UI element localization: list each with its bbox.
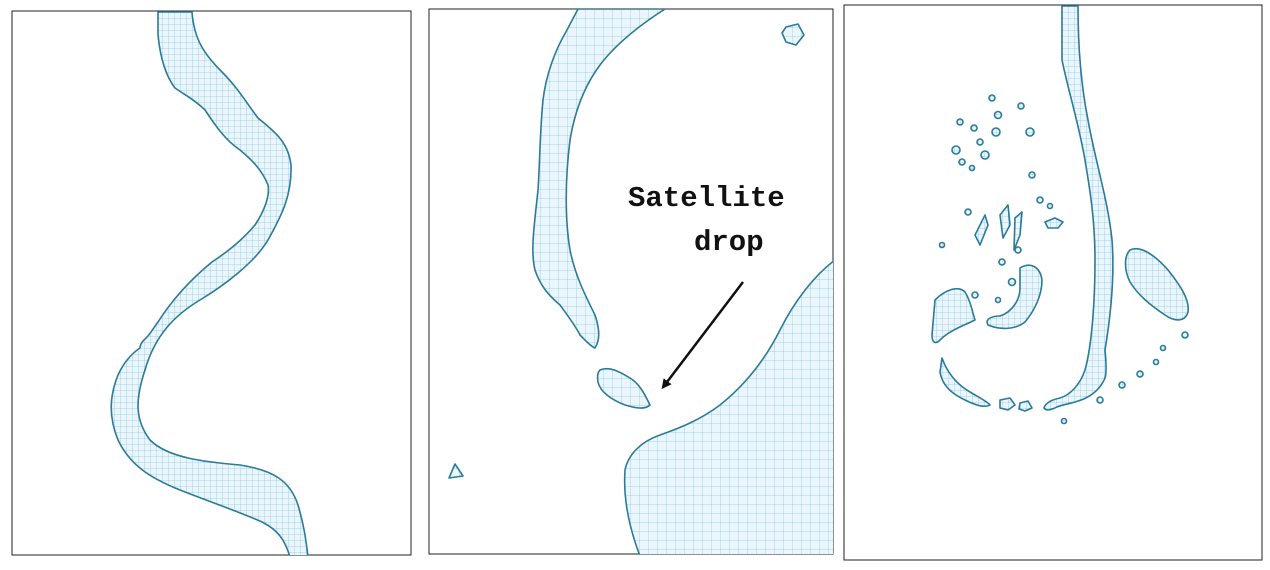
main-vertical-thread bbox=[1043, 5, 1114, 411]
fragment-1 bbox=[999, 204, 1011, 239]
side-blob-right bbox=[1124, 248, 1190, 321]
droplet-27 bbox=[1118, 381, 1126, 389]
droplet-17 bbox=[938, 241, 946, 249]
droplet-5 bbox=[970, 124, 978, 132]
meandering-fluid-thread bbox=[110, 11, 309, 555]
droplet-28 bbox=[1096, 396, 1104, 404]
small-droplet-bottom-left bbox=[448, 463, 464, 479]
droplet-19 bbox=[998, 258, 1006, 266]
fragment-3 bbox=[974, 214, 989, 246]
droplet-7 bbox=[1025, 127, 1035, 137]
droplet-26 bbox=[1136, 370, 1144, 378]
droplet-6 bbox=[991, 127, 1001, 137]
fragment-5 bbox=[999, 397, 1016, 411]
droplet-2 bbox=[1017, 102, 1025, 110]
droplet-10 bbox=[980, 150, 990, 160]
droplet-12 bbox=[968, 164, 976, 172]
cluster-blob-center bbox=[986, 264, 1043, 330]
annotation-line-2: drop bbox=[694, 226, 764, 259]
annotation-line-1: Satellite bbox=[628, 182, 785, 215]
retracting-thread-lower bbox=[623, 260, 833, 554]
droplet-16 bbox=[964, 208, 972, 216]
droplet-1 bbox=[988, 94, 996, 102]
droplet-18 bbox=[1014, 246, 1022, 254]
retracting-thread-upper bbox=[532, 9, 666, 349]
fragment-2 bbox=[1013, 211, 1023, 251]
droplet-13 bbox=[1028, 171, 1036, 179]
droplet-11 bbox=[958, 158, 966, 166]
droplet-8 bbox=[976, 138, 984, 146]
annotation-arrow bbox=[661, 281, 744, 390]
droplet-9 bbox=[951, 145, 961, 155]
fragment-4 bbox=[1044, 217, 1064, 229]
droplet-29 bbox=[1060, 417, 1068, 425]
panel-middle: Satellite drop bbox=[428, 8, 834, 555]
droplet-24 bbox=[1159, 344, 1167, 352]
lower-arc bbox=[939, 357, 991, 407]
panel-right-frame bbox=[843, 4, 1263, 561]
panel-left bbox=[11, 10, 412, 556]
panel-right bbox=[843, 4, 1263, 561]
small-droplet-top-right bbox=[781, 23, 805, 46]
droplet-25 bbox=[1152, 358, 1160, 366]
droplet-23 bbox=[1181, 331, 1189, 339]
droplet-4 bbox=[956, 118, 964, 126]
droplet-14 bbox=[1036, 196, 1044, 204]
droplet-20 bbox=[1007, 277, 1017, 287]
droplet-22 bbox=[994, 296, 1002, 304]
fragment-6 bbox=[1018, 400, 1033, 412]
droplet-21 bbox=[971, 291, 979, 299]
satellite-drop bbox=[596, 367, 651, 409]
droplet-15 bbox=[1046, 202, 1054, 210]
droplet-3 bbox=[993, 110, 1003, 120]
cluster-finger-left bbox=[931, 288, 976, 344]
